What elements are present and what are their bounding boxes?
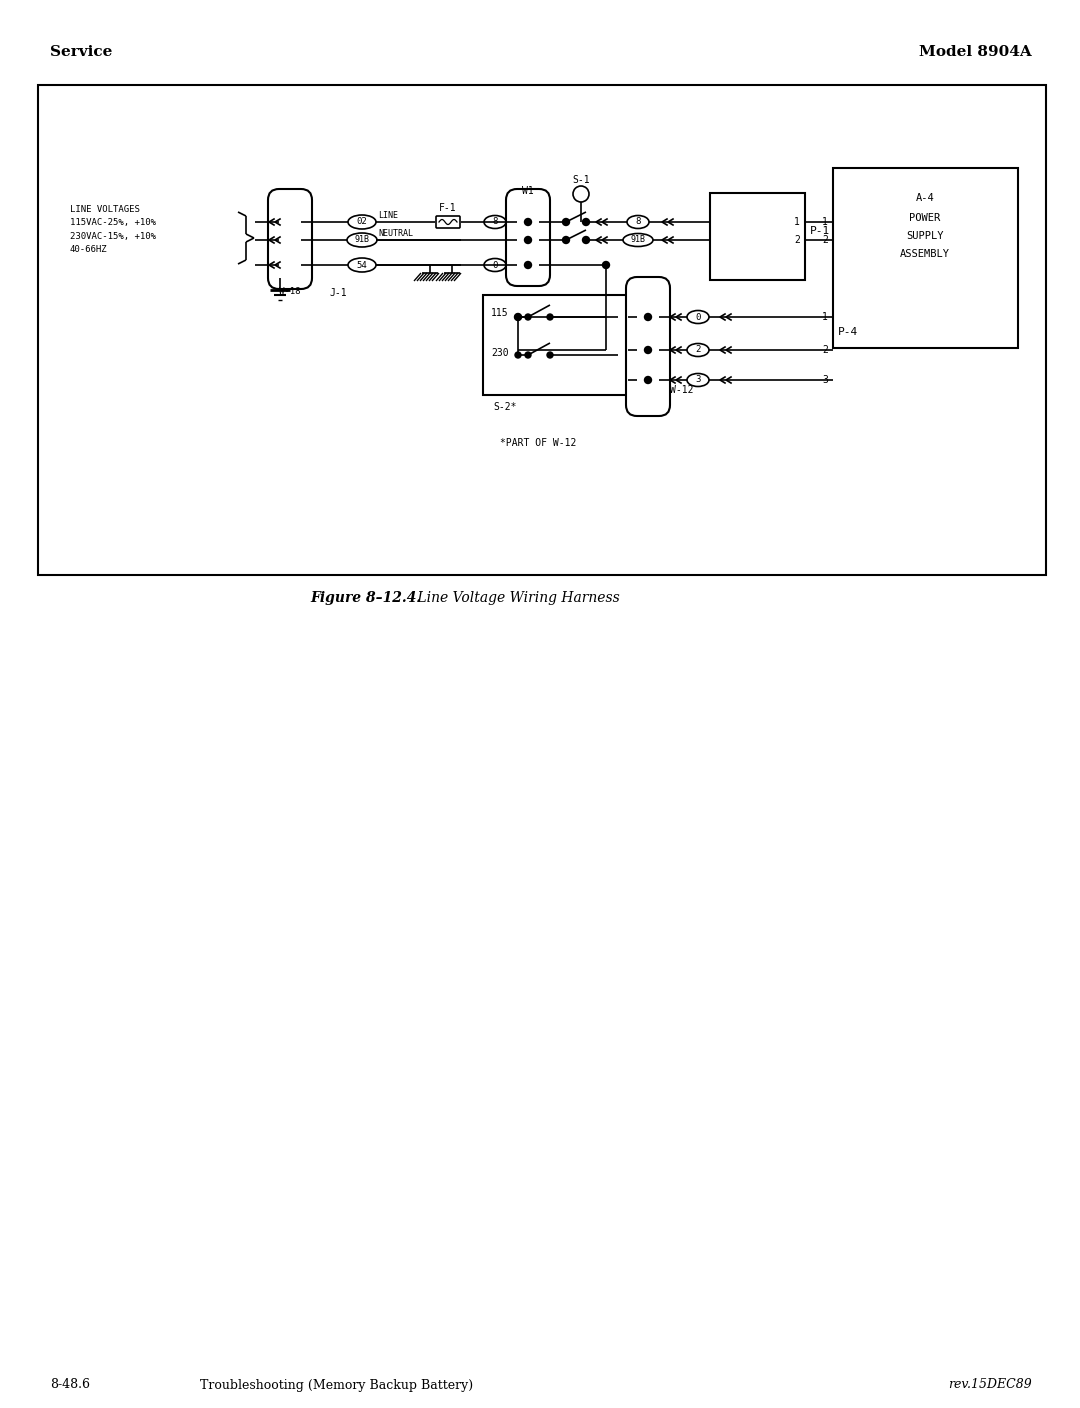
Text: rev.15DEC89: rev.15DEC89 [948, 1378, 1032, 1391]
Bar [483, 296, 627, 396]
Ellipse shape [623, 234, 653, 246]
Text: P-4: P-4 [838, 327, 859, 337]
Bar [38, 84, 1047, 574]
Text: Line Voltage Wiring Harness: Line Voltage Wiring Harness [413, 591, 620, 605]
Circle shape [525, 237, 531, 244]
Text: W1: W1 [522, 186, 534, 196]
Text: 2: 2 [822, 345, 828, 355]
Text: 230: 230 [491, 348, 509, 358]
FancyBboxPatch shape [268, 189, 312, 289]
Text: P-1: P-1 [810, 227, 831, 237]
Text: POWER: POWER [909, 213, 941, 222]
Text: NEUTRAL: NEUTRAL [378, 228, 413, 238]
Text: W-18: W-18 [280, 287, 300, 297]
Circle shape [603, 262, 609, 269]
Ellipse shape [348, 215, 376, 230]
Text: 0: 0 [696, 313, 701, 321]
Circle shape [563, 218, 569, 225]
Ellipse shape [627, 215, 649, 228]
Text: 3: 3 [822, 375, 828, 384]
FancyBboxPatch shape [507, 189, 550, 286]
Text: LINE: LINE [378, 211, 399, 220]
Text: 115: 115 [491, 308, 509, 318]
Circle shape [525, 218, 531, 225]
FancyBboxPatch shape [436, 215, 460, 228]
Text: 3: 3 [696, 376, 701, 384]
Circle shape [515, 314, 521, 320]
Circle shape [514, 314, 522, 321]
Text: 115VAC-25%, +10%: 115VAC-25%, +10% [70, 218, 156, 228]
Text: W-12: W-12 [670, 384, 693, 396]
Text: 54: 54 [356, 260, 367, 269]
Text: 2: 2 [696, 345, 701, 355]
Text: Service: Service [50, 45, 112, 59]
Text: Troubleshooting (Memory Backup Battery): Troubleshooting (Memory Backup Battery) [200, 1378, 473, 1391]
Circle shape [645, 376, 651, 383]
Text: LINE VOLTAGES: LINE VOLTAGES [70, 206, 140, 214]
Ellipse shape [347, 232, 377, 246]
Ellipse shape [687, 344, 708, 356]
Bar [833, 168, 1018, 348]
Text: Model 8904A: Model 8904A [919, 45, 1032, 59]
Text: 1: 1 [794, 217, 800, 227]
Ellipse shape [484, 259, 507, 272]
Text: 91B: 91B [354, 235, 369, 245]
Text: 1: 1 [822, 313, 828, 322]
Text: 02: 02 [356, 217, 367, 227]
Text: 8-48.6: 8-48.6 [50, 1378, 90, 1391]
Circle shape [515, 352, 521, 358]
Circle shape [645, 346, 651, 353]
Ellipse shape [687, 373, 708, 387]
Text: 2: 2 [794, 235, 800, 245]
Text: F-1: F-1 [440, 203, 457, 213]
FancyBboxPatch shape [626, 277, 670, 415]
Text: 1: 1 [822, 217, 828, 227]
Text: 0: 0 [492, 260, 498, 269]
Text: J-1: J-1 [329, 289, 347, 298]
Circle shape [582, 237, 590, 244]
Text: ASSEMBLY: ASSEMBLY [900, 249, 950, 259]
Text: A-4: A-4 [916, 193, 934, 203]
Text: 2: 2 [822, 235, 828, 245]
Ellipse shape [687, 311, 708, 324]
Bar [710, 193, 805, 280]
Circle shape [546, 352, 553, 358]
Circle shape [573, 186, 589, 201]
Circle shape [645, 314, 651, 321]
Text: S-2*: S-2* [492, 403, 516, 413]
Circle shape [525, 262, 531, 269]
Text: 8: 8 [635, 217, 640, 227]
Circle shape [525, 314, 531, 320]
Text: Figure 8–12.4.: Figure 8–12.4. [310, 591, 421, 605]
Text: 40-66HZ: 40-66HZ [70, 245, 108, 253]
Text: 230VAC-15%, +10%: 230VAC-15%, +10% [70, 231, 156, 241]
Text: 8: 8 [492, 217, 498, 227]
Circle shape [563, 237, 569, 244]
Ellipse shape [348, 258, 376, 272]
Ellipse shape [484, 215, 507, 228]
Text: S-1: S-1 [572, 175, 590, 184]
Circle shape [582, 218, 590, 225]
Text: *PART OF W-12: *PART OF W-12 [500, 438, 577, 448]
Text: 91B: 91B [631, 235, 646, 245]
Circle shape [546, 314, 553, 320]
Circle shape [525, 352, 531, 358]
Text: SUPPLY: SUPPLY [906, 231, 944, 241]
